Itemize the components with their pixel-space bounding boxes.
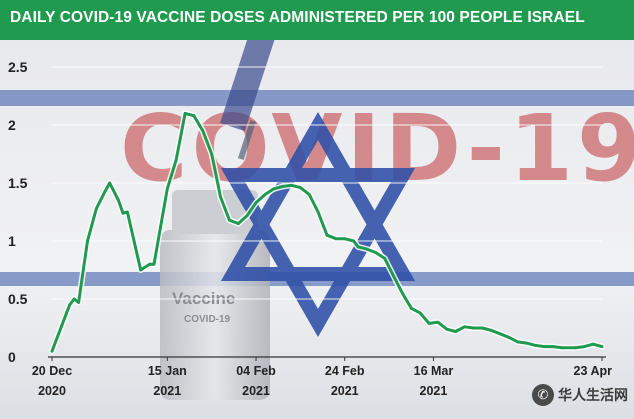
data-point [117, 199, 120, 202]
data-point [356, 245, 360, 249]
data-point [334, 237, 338, 241]
chart-canvas: COVID-19 Vaccine COVID-19 00.511.522.520… [0, 40, 634, 419]
watermark-text: 华人生活网 [558, 388, 628, 404]
syringe-icon [220, 40, 282, 160]
data-point [480, 326, 484, 330]
data-point [489, 328, 493, 332]
x-tick-year-label: 2021 [242, 384, 270, 398]
data-point [281, 185, 284, 188]
y-tick-label: 0 [8, 349, 16, 365]
data-point [516, 340, 520, 344]
data-point [126, 210, 129, 214]
background-covid-text: COVID-19 [120, 95, 634, 202]
data-point [418, 311, 422, 315]
data-point [152, 262, 156, 266]
data-point [498, 332, 502, 336]
chart-title: DAILY COVID-19 VACCINE DOSES ADMINISTERE… [10, 9, 585, 26]
data-point [534, 344, 537, 347]
data-point [600, 345, 604, 348]
x-tick-year-label: 2020 [38, 384, 66, 398]
x-tick-label: 16 Mar [414, 364, 454, 378]
data-point [95, 207, 98, 210]
data-point [436, 320, 440, 324]
data-point [352, 239, 355, 243]
data-point [201, 129, 205, 133]
data-point [582, 345, 586, 348]
series-line-doses [50, 111, 604, 353]
data-point [245, 214, 249, 217]
y-tick-label: 0.5 [8, 291, 28, 307]
data-point [236, 222, 240, 226]
chart-title-banner: DAILY COVID-19 VACCINE DOSES ADMINISTERE… [0, 0, 634, 40]
x-tick-year-label: 2021 [153, 384, 181, 398]
data-point [307, 193, 311, 197]
data-point [472, 326, 475, 330]
data-point [299, 186, 302, 190]
data-point [165, 187, 169, 191]
y-tick-label: 2.5 [8, 59, 28, 75]
data-point [374, 251, 378, 255]
data-point [551, 345, 555, 348]
data-point [383, 257, 387, 260]
x-tick-label: 23 Apr [574, 364, 613, 378]
data-point [103, 189, 107, 193]
data-point [290, 183, 293, 187]
data-point [139, 268, 143, 272]
data-point [108, 181, 112, 185]
vial-sublabel: COVID-19 [184, 314, 231, 325]
data-point [463, 325, 466, 329]
y-tick-label: 2 [8, 117, 16, 133]
data-point [365, 247, 369, 251]
data-point [560, 346, 564, 350]
data-point [263, 193, 267, 197]
data-point [574, 346, 577, 350]
wechat-icon: ✆ [532, 384, 554, 406]
data-point [272, 187, 276, 191]
data-point [445, 327, 449, 331]
data-point [86, 239, 89, 243]
x-tick-label: 04 Feb [236, 364, 276, 378]
x-tick-label: 24 Feb [325, 364, 365, 378]
data-point [343, 237, 347, 241]
data-point [68, 303, 72, 307]
data-point [210, 152, 214, 156]
flag-stripe-top [0, 90, 634, 106]
chart-area: COVID-19 Vaccine COVID-19 0 0.5 1 1.5 2 2.5 20… [0, 40, 634, 419]
data-point [525, 341, 528, 345]
data-point [77, 301, 80, 304]
data-point [392, 274, 395, 278]
data-point [409, 306, 413, 310]
data-point [228, 218, 231, 222]
data-point [542, 345, 546, 348]
data-point [192, 114, 196, 118]
data-point [454, 330, 457, 333]
data-point [72, 297, 76, 301]
data-point [325, 233, 329, 237]
x-tick-label: 15 Jan [148, 364, 187, 378]
watermark: ✆ 华人生活网 [532, 384, 628, 406]
data-point [401, 291, 404, 295]
y-tick-label: 1.5 [8, 175, 28, 191]
x-tick-label: 20 Dec [32, 364, 72, 378]
data-point [174, 158, 178, 162]
y-tick-label: 1 [8, 233, 16, 249]
data-point [591, 342, 595, 346]
data-point [316, 210, 320, 214]
x-tick-year-label: 2021 [420, 384, 448, 398]
data-point [50, 349, 54, 353]
data-point [121, 211, 125, 215]
data-point [219, 195, 222, 199]
data-point [183, 112, 187, 115]
x-tick-year-label: 2021 [331, 384, 359, 398]
data-point [148, 262, 152, 266]
data-point [427, 322, 431, 325]
data-point [254, 201, 258, 205]
data-point [507, 335, 511, 339]
